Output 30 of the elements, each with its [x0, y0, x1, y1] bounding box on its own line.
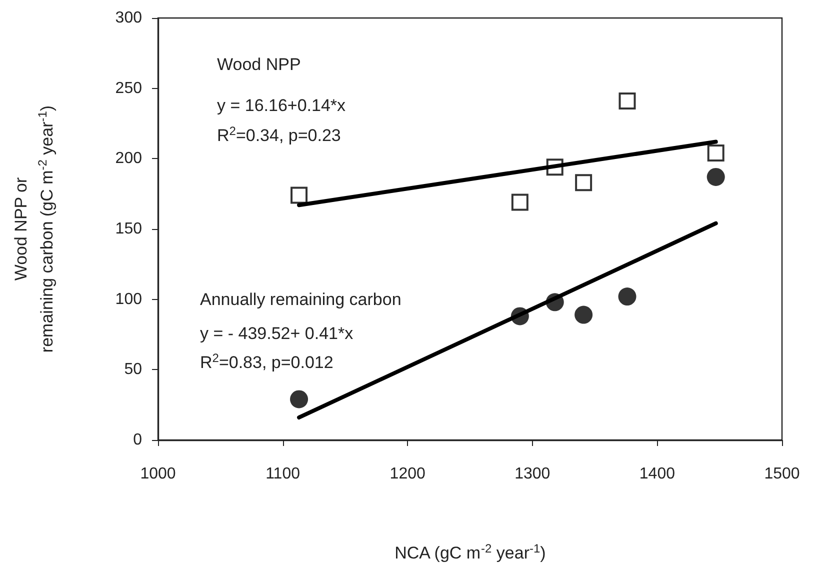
y-axis-title: Wood NPP or remaining carbon (gC m-2 year-1)	[12, 105, 56, 353]
point	[706, 168, 725, 186]
y-tick-label: 0	[133, 432, 142, 448]
x-tick-label: 1100	[266, 466, 300, 482]
point	[290, 390, 308, 408]
y-tick-label: 150	[115, 220, 142, 238]
annotation: y = - 439.52+ 0.41*x	[200, 324, 354, 343]
point	[290, 186, 308, 204]
point	[707, 144, 724, 162]
x-tick-label: 1300	[514, 466, 550, 482]
annotation: y = 16.16+0.14*x	[217, 96, 346, 115]
annotation: Annually remaining carbon	[200, 290, 402, 309]
y-tick-label: 50	[124, 361, 142, 378]
annotation: Wood NPP	[217, 55, 301, 74]
point	[575, 174, 592, 192]
point	[546, 158, 564, 176]
point	[574, 306, 593, 324]
y-tick-label: 200	[115, 150, 142, 168]
x-tick-label: 1000	[140, 466, 176, 482]
y-tick-label: 250	[115, 80, 142, 97]
point	[546, 293, 564, 312]
y-tick-label: 100	[115, 290, 142, 308]
point	[618, 92, 636, 110]
point	[511, 194, 528, 211]
x-tick-label: 1200	[390, 466, 426, 482]
x-tick-label: 1500	[764, 466, 800, 482]
y-tick-label: 300	[115, 10, 142, 26]
point	[618, 288, 636, 306]
point	[510, 307, 529, 326]
x-tick-label: 1400	[639, 466, 676, 482]
